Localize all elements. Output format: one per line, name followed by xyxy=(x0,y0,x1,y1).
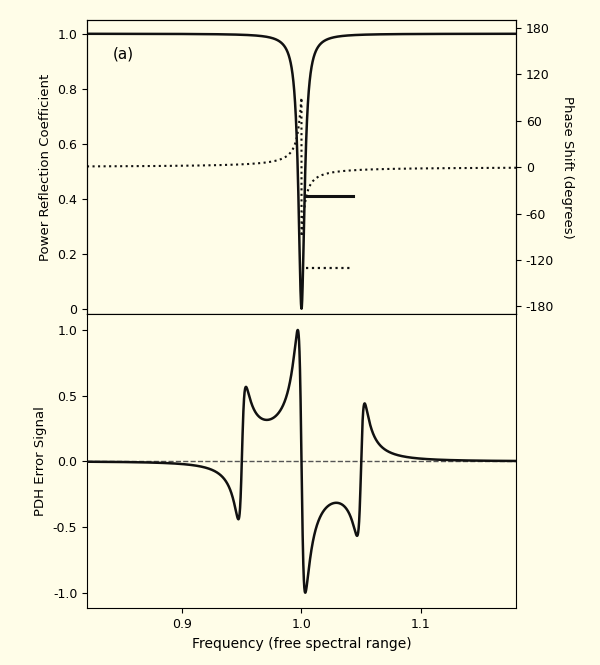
Text: (a): (a) xyxy=(113,46,134,61)
Y-axis label: Phase Shift (degrees): Phase Shift (degrees) xyxy=(560,96,574,239)
Y-axis label: Power Reflection Coefficient: Power Reflection Coefficient xyxy=(39,73,52,261)
X-axis label: Frequency (free spectral range): Frequency (free spectral range) xyxy=(191,637,412,651)
Y-axis label: PDH Error Signal: PDH Error Signal xyxy=(34,406,47,516)
